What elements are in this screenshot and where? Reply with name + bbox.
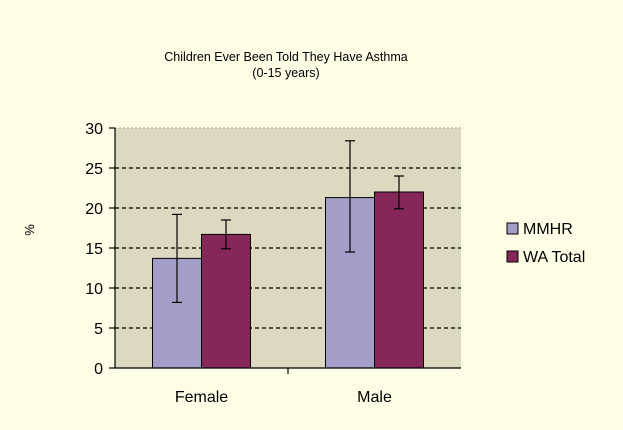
y-axis-label: % [22,224,37,236]
bar-wa-total-male [375,192,424,368]
chart-title: Children Ever Been Told They Have Asthma [164,50,407,64]
y-tick-label: 30 [85,121,103,138]
legend: MMHR WA Total [507,221,585,266]
y-tick-label: 20 [85,201,103,218]
x-tick-label: Female [175,389,228,406]
chart-subtitle: (0-15 years) [252,66,319,80]
legend-label-mmhr: MMHR [523,221,573,238]
bar-wa-total-female [202,234,251,368]
y-tick-label: 0 [94,361,103,378]
y-tick-label: 10 [85,281,103,298]
x-tick-label: Male [357,389,392,406]
legend-label-wa-total: WA Total [523,249,585,266]
plot-area: Female Male 0 5 10 15 20 25 30 [85,121,461,406]
y-tick-label: 5 [94,321,103,338]
legend-swatch-wa-total [507,251,518,262]
y-tick-label: 15 [85,241,103,258]
legend-swatch-mmhr [507,223,518,234]
y-tick-label: 25 [85,161,103,178]
